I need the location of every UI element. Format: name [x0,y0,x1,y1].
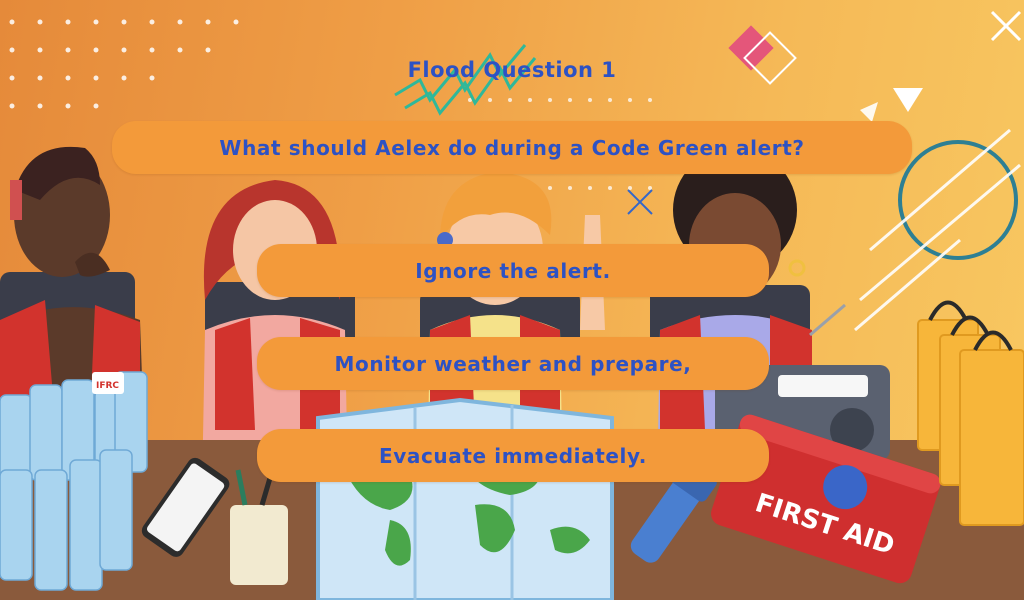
answer-option-2-button[interactable]: Monitor weather and prepare, [257,337,769,390]
phone [141,457,230,557]
water-bottles [0,371,148,591]
ifrc-badge: IFRC [96,381,119,391]
answer-option-label: Ignore the alert. [415,258,611,283]
shopping-bags [917,319,1024,526]
answer-option-1-button[interactable]: Ignore the alert. [257,244,769,297]
ring-decoration [898,140,1018,260]
answer-option-label: Evacuate immediately. [378,443,648,468]
dot-pattern-left [9,19,239,109]
triangle-decoration [893,88,923,112]
pencil-cup [230,469,288,585]
answer-option-label: Monitor weather and prepare, [334,351,692,376]
x-decoration [990,10,1022,42]
question-banner: What should Aelex do during a Code Green… [112,121,912,174]
quiz-title: Flood Question 1 [407,58,617,82]
question-text: What should Aelex do during a Code Green… [219,135,805,160]
answer-option-3-button[interactable]: Evacuate immediately. [257,429,769,482]
